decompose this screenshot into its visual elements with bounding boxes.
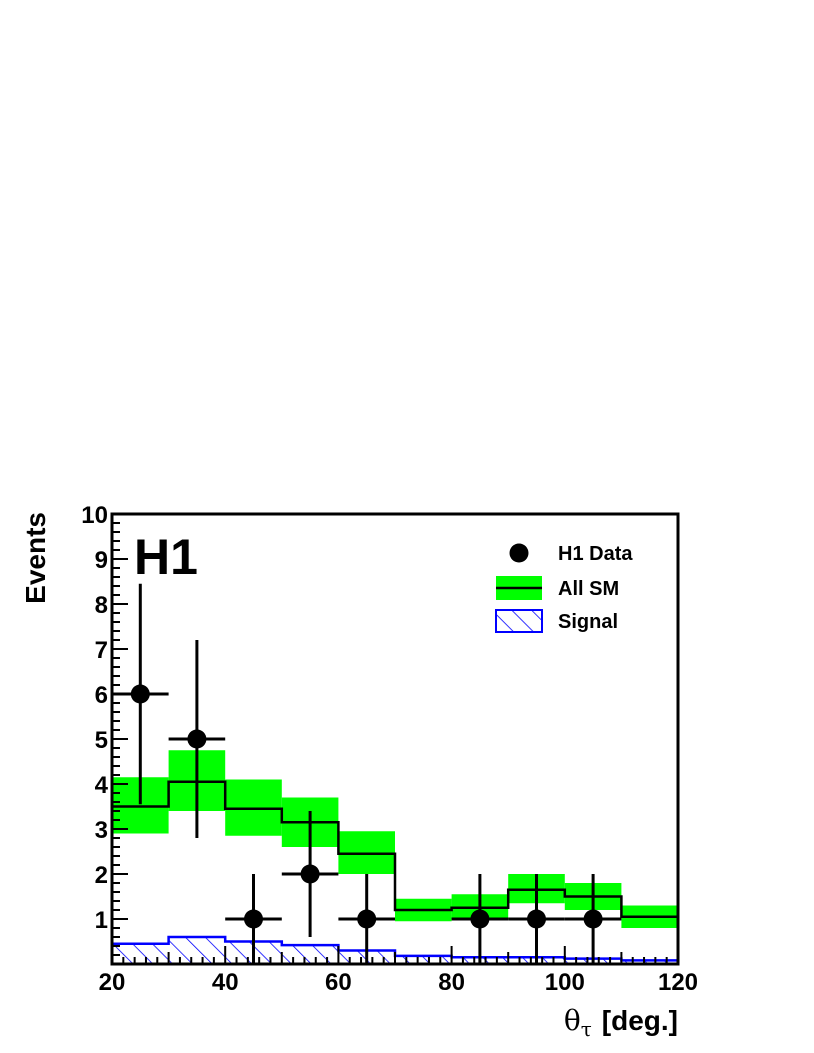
data-point [564, 874, 622, 964]
y-tick-label: 6 [95, 682, 108, 709]
y-axis-title: Events [20, 512, 51, 604]
data-point [451, 874, 509, 964]
sm-histogram [112, 780, 678, 918]
data-point [168, 640, 226, 838]
y-tick-label: 3 [95, 817, 108, 844]
plot-text: H1 Events θτ [deg.] [20, 512, 678, 1041]
axes: 1 2 3 4 5 6 7 8 9 10 20 40 60 80 100 120 [81, 502, 698, 996]
legend-entry-data: H1 Data [509, 543, 633, 565]
y-tick-label: 5 [95, 727, 108, 754]
x-axis-title: θτ [deg.] [564, 1004, 678, 1041]
legend-signal-symbol [495, 609, 543, 633]
sm-step-line [112, 780, 678, 918]
y-tick-label: 10 [81, 502, 108, 529]
x-tick-label: 80 [438, 969, 465, 996]
y-tick-label: 2 [95, 862, 108, 889]
y-tick-label: 1 [95, 907, 108, 934]
y-tick-label: 4 [95, 772, 109, 799]
legend-entry-sm: All SM [496, 576, 619, 600]
data-marker [130, 684, 150, 704]
x-tick-label: 120 [658, 969, 698, 996]
x-axis-unit: [deg.] [602, 1005, 678, 1036]
data-marker [187, 729, 207, 749]
data-marker [583, 909, 603, 929]
legend: H1 Data All SM Signal [495, 543, 633, 633]
y-tick-label: 8 [95, 592, 108, 619]
x-axis-symbol: θ [564, 1004, 581, 1037]
data-marker [527, 909, 546, 929]
data-point [338, 874, 395, 964]
y-tick-label: 9 [95, 547, 108, 574]
y-tick-label: 7 [95, 637, 108, 664]
x-axis-subscript: τ [581, 1017, 592, 1041]
data-marker [470, 909, 490, 929]
data-marker [300, 864, 320, 884]
legend-data-symbol [509, 543, 529, 563]
x-tick-label: 60 [325, 969, 352, 996]
legend-label: Signal [558, 611, 618, 633]
data-points [112, 583, 622, 964]
legend-label: All SM [558, 578, 619, 600]
legend-label: H1 Data [558, 543, 633, 565]
x-tick-label: 20 [99, 969, 126, 996]
legend-entry-signal: Signal [495, 609, 618, 633]
data-point [225, 874, 282, 964]
data-point [281, 811, 339, 937]
x-tick-label: 100 [545, 969, 585, 996]
data-marker [244, 909, 263, 929]
x-tick-label: 40 [212, 969, 239, 996]
data-point [508, 874, 565, 964]
data-marker [357, 909, 377, 929]
experiment-label: H1 [134, 529, 198, 585]
